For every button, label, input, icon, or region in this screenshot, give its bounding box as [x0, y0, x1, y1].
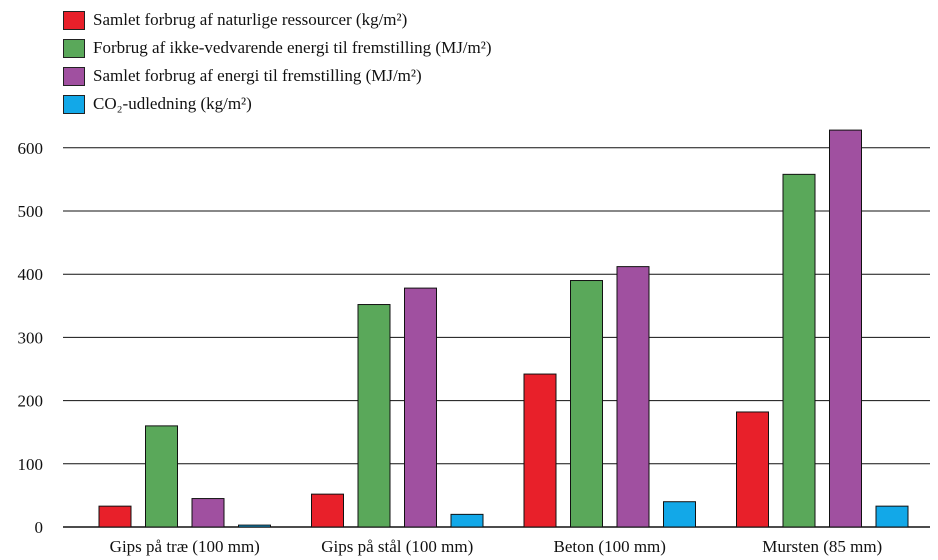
bar	[570, 280, 603, 528]
y-tick-label: 300	[18, 328, 44, 347]
legend-item-total-energy: Samlet forbrug af energi til fremstillin…	[63, 62, 492, 90]
x-tick-label: Beton (100 mm)	[554, 537, 666, 556]
legend: Samlet forbrug af naturlige ressourcer (…	[63, 6, 492, 118]
bar	[98, 505, 132, 528]
bar	[357, 304, 391, 528]
y-tick-labels: 0 100 200 300 400 500 600	[18, 139, 44, 537]
x-tick-label: Gips på træ (100 mm)	[110, 537, 260, 556]
legend-swatch	[63, 94, 85, 114]
bar	[736, 411, 769, 528]
bar	[311, 493, 344, 528]
bars	[98, 129, 909, 528]
legend-item-co2: CO₂-udledning (kg/m²)	[63, 90, 492, 118]
bar	[191, 498, 225, 528]
bar	[875, 505, 909, 528]
legend-swatch	[63, 66, 85, 86]
bar	[404, 287, 437, 528]
bar	[238, 524, 271, 528]
legend-item-natural-resources: Samlet forbrug af naturlige ressourcer (…	[63, 6, 492, 34]
legend-item-nonrenewable-energy: Forbrug af ikke-vedvarende energi til fr…	[63, 34, 492, 62]
legend-swatch	[63, 38, 85, 58]
y-tick-label: 200	[18, 392, 44, 411]
bar	[782, 173, 816, 528]
y-tick-label: 100	[18, 455, 44, 474]
legend-label: Samlet forbrug af energi til fremstillin…	[93, 66, 422, 85]
x-tick-label: Gips på stål (100 mm)	[321, 537, 473, 556]
bar	[829, 129, 862, 528]
bar	[663, 501, 696, 528]
x-tick-labels: Gips på træ (100 mm) Gips på stål (100 mm…	[110, 537, 883, 556]
y-tick-label: 600	[18, 139, 44, 158]
y-tick-label: 500	[18, 202, 44, 221]
x-tick-label: Mursten (85 mm)	[762, 537, 882, 556]
legend-swatch	[63, 10, 85, 30]
bar	[523, 373, 557, 528]
legend-label: Samlet forbrug af naturlige ressourcer (…	[93, 10, 408, 29]
y-tick-label: 400	[18, 265, 44, 284]
bar	[450, 513, 484, 528]
legend-label: CO₂-udledning (kg/m²)	[93, 94, 252, 113]
y-tick-label: 0	[35, 518, 44, 537]
bar	[145, 425, 178, 528]
legend-label: Forbrug af ikke-vedvarende energi til fr…	[93, 38, 492, 57]
bar	[616, 266, 650, 528]
